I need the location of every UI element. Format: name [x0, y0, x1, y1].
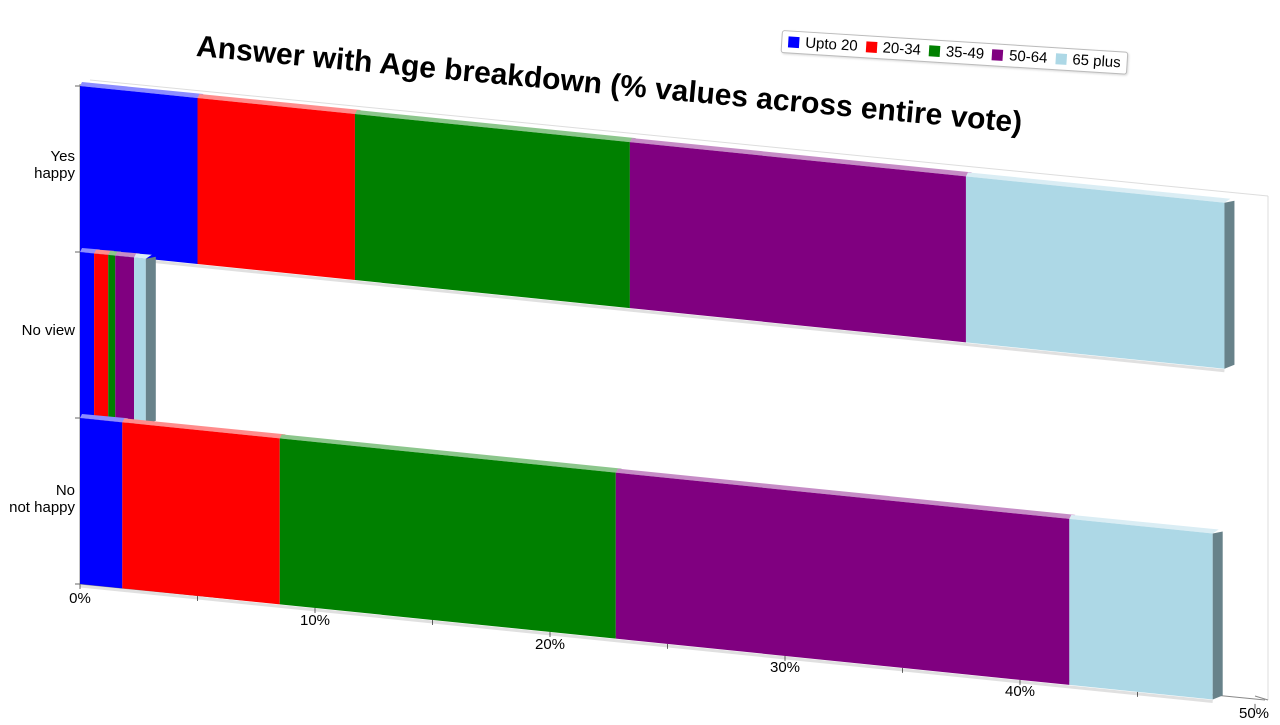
bar-top-yes-happy-50-64: [629, 138, 972, 177]
category-label-no-not-happy: No not happy: [9, 482, 75, 516]
legend-swatch-65-plus: [1055, 53, 1067, 65]
x-tick-label-10: 10%: [299, 612, 331, 629]
bar-top-no-view-65-plus: [134, 253, 152, 259]
x-tick-label-30: 30%: [769, 659, 801, 676]
legend-item-upto-20: Upto 20: [787, 33, 859, 55]
floor-edge: [1254, 695, 1269, 701]
bar-top-no-not-happy-50-64: [615, 468, 1076, 519]
bar-yes-happy-upto-20: [80, 86, 198, 264]
legend-swatch-50-64: [991, 49, 1004, 61]
bar-end-cap-yes-happy: [1224, 200, 1235, 369]
legend-item-50-64: 50-64: [991, 46, 1048, 67]
bar-no-not-happy-upto-20: [80, 418, 123, 589]
x-tick-label-20: 20%: [534, 636, 566, 653]
legend-swatch-35-49: [928, 45, 941, 57]
x-tick-label-50: 50%: [1238, 705, 1270, 722]
bar-top-no-not-happy-20-34: [122, 418, 286, 439]
legend-label-upto-20: Upto 20: [804, 34, 859, 55]
legend-item-20-34: 20-34: [865, 38, 922, 59]
legend-item-35-49: 35-49: [928, 42, 985, 63]
x-tick-label-0: 0%: [69, 590, 91, 607]
category-label-yes-happy: Yes happy: [34, 148, 75, 182]
legend-label-65-plus: 65 plus: [1071, 51, 1122, 72]
bar-no-not-happy-35-49: [279, 438, 616, 639]
legend-swatch-upto-20: [787, 36, 800, 49]
legend-swatch-20-34: [865, 41, 877, 53]
bar-no-not-happy-20-34: [122, 422, 280, 605]
legend-label-35-49: 35-49: [945, 43, 985, 63]
legend-item-65-plus: 65 plus: [1055, 50, 1121, 71]
bar-no-view-35-49: [108, 254, 116, 422]
bar-yes-happy-65-plus: [965, 176, 1225, 369]
bar-yes-happy-35-49: [354, 114, 630, 309]
bar-top-no-not-happy-65-plus: [1069, 514, 1219, 534]
bar-top-yes-happy-20-34: [197, 93, 361, 115]
bar-shadow-yes-happy: [79, 252, 1225, 373]
bar-top-no-not-happy-upto-20: [80, 414, 129, 423]
legend-label-20-34: 20-34: [882, 39, 922, 59]
bar-top-yes-happy-65-plus: [965, 172, 1231, 203]
bar-no-view-50-64: [115, 255, 135, 424]
x-tick-label-40: 40%: [1004, 683, 1036, 700]
back-top-edge: [89, 79, 1269, 197]
bar-yes-happy-50-64: [629, 142, 966, 343]
bar-end-cap-no-not-happy: [1212, 531, 1223, 700]
bar-yes-happy-20-34: [197, 97, 355, 281]
bar-top-yes-happy-upto-20: [80, 82, 204, 98]
bar-top-no-not-happy-35-49: [279, 434, 622, 473]
bar-end-cap-no-view: [145, 256, 156, 425]
bar-no-not-happy-50-64: [615, 472, 1070, 685]
bar-no-view-upto-20: [80, 252, 95, 420]
category-label-no-view: No view: [21, 322, 75, 339]
bar-top-no-view-50-64: [115, 251, 141, 258]
bar-top-yes-happy-35-49: [354, 110, 636, 143]
bar-no-view-20-34: [94, 253, 109, 421]
bar-shadow-no-not-happy: [79, 584, 1213, 704]
bar-no-not-happy-65-plus: [1069, 518, 1213, 700]
legend-label-50-64: 50-64: [1008, 47, 1048, 67]
bar-no-view-65-plus: [134, 257, 146, 425]
